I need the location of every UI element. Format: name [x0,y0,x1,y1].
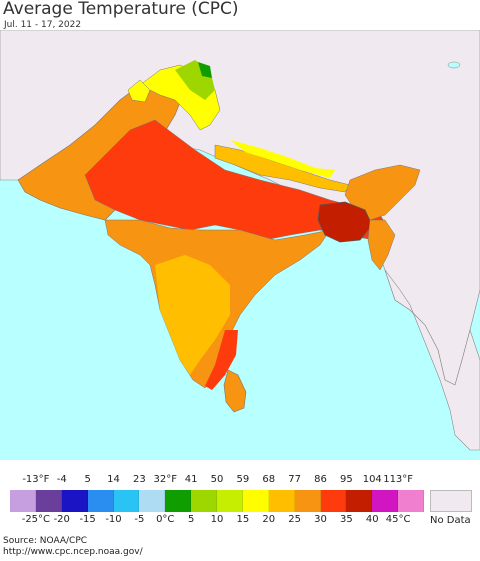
date-range: Jul. 11 - 17, 2022 [4,20,82,30]
map-title: Average Temperature (CPC) [3,0,239,19]
legend-swatch [87,490,114,512]
legend-tick-label: 59 [236,474,250,485]
legend-swatch [61,490,88,512]
region-sri-lanka [223,369,247,413]
source-credit: Source: NOAA/CPC http://www.cpc.ncep.noa… [3,536,143,558]
legend-swatch [35,490,62,512]
legend-swatch [191,490,217,512]
legend-tick-label: -10 [105,514,122,525]
region-bangladesh [317,201,373,243]
legend-swatch [372,490,399,512]
legend-tick-label: 10 [210,514,224,525]
legend-swatch [268,490,295,512]
legend-fahrenheit-labels: -13°F -4 5 14 23 32°F 41 50 59 68 77 86 95 104 113°F [0,474,480,488]
legend-celsius-labels: -25°C -20 -15 -10 -5 0°C 5 10 15 20 25 30 35 40 45°C [0,514,480,528]
legend-tick-label: 40 [365,514,379,525]
legend-swatch [10,490,36,512]
legend-swatch [113,490,140,512]
region-deccan-amber [155,255,230,375]
land-southeast-asia [384,269,480,451]
legend-tick-label: 95 [340,474,353,485]
legend-swatch [242,490,269,512]
no-data-swatch [430,490,472,512]
legend-swatch [346,490,373,512]
map-svg [0,29,480,460]
source-line: Source: NOAA/CPC [3,536,88,546]
legend-tick-label: 30 [314,514,327,525]
legend-tick-label: 45°C [385,514,411,525]
legend-swatch [398,490,424,512]
legend-tick-label: 20 [262,514,276,525]
temperature-map [0,29,480,460]
legend-tick-label: 86 [314,474,327,485]
legend-tick-label: 35 [340,514,353,525]
legend-tick-label: -15 [79,514,96,525]
legend-tick-label: 68 [262,474,276,485]
legend-swatch [139,490,166,512]
region-nepal-yellow [230,140,335,178]
legend-tick-label: 113°F [383,474,414,485]
legend-tick-label: 50 [210,474,224,485]
legend-tick-label: 0°C [156,514,175,525]
region-himalaya-dkgreen [198,62,212,78]
legend-tick-label: -5 [134,514,145,525]
legend-tick-label: 104 [362,474,382,485]
legend-tick-label: 15 [236,514,250,525]
legend-tick-label: 77 [288,474,301,485]
legend-tick-label: 5 [84,474,91,485]
legend-swatch [217,490,243,512]
legend-tick-label: 5 [187,514,195,525]
legend-swatch [320,490,347,512]
region-kashmir [127,79,151,103]
legend-swatch [294,490,321,512]
legend-color-bar [10,490,424,512]
legend-tick-label: 25 [288,514,301,525]
legend-swatch [165,490,192,512]
legend-tick-label: 23 [133,474,146,485]
legend-tick-label: 32°F [153,474,177,485]
lake [447,61,461,69]
region-myanmar [367,219,396,271]
no-data-label: No Data [430,515,471,526]
legend-tick-label: -25°C [21,514,51,525]
legend-tick-label: -4 [56,474,67,485]
legend-tick-label: 14 [107,474,120,485]
source-url: http://www.cpc.ncep.noaa.gov/ [3,547,143,557]
legend-tick-label: -13°F [22,474,50,485]
region-east-coast [205,330,238,390]
legend-tick-label: 41 [184,474,198,485]
legend-tick-label: -20 [53,514,70,525]
